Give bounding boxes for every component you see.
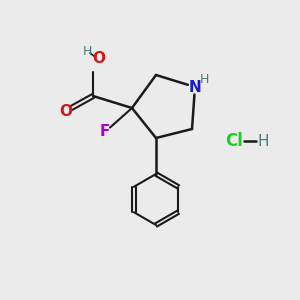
Text: F: F <box>100 124 110 140</box>
Text: Cl: Cl <box>225 132 243 150</box>
Text: O: O <box>92 51 105 66</box>
Text: H: H <box>200 73 209 86</box>
Text: H: H <box>82 45 92 58</box>
Text: O: O <box>59 103 73 118</box>
Text: N: N <box>189 80 201 94</box>
Text: H: H <box>258 134 269 148</box>
